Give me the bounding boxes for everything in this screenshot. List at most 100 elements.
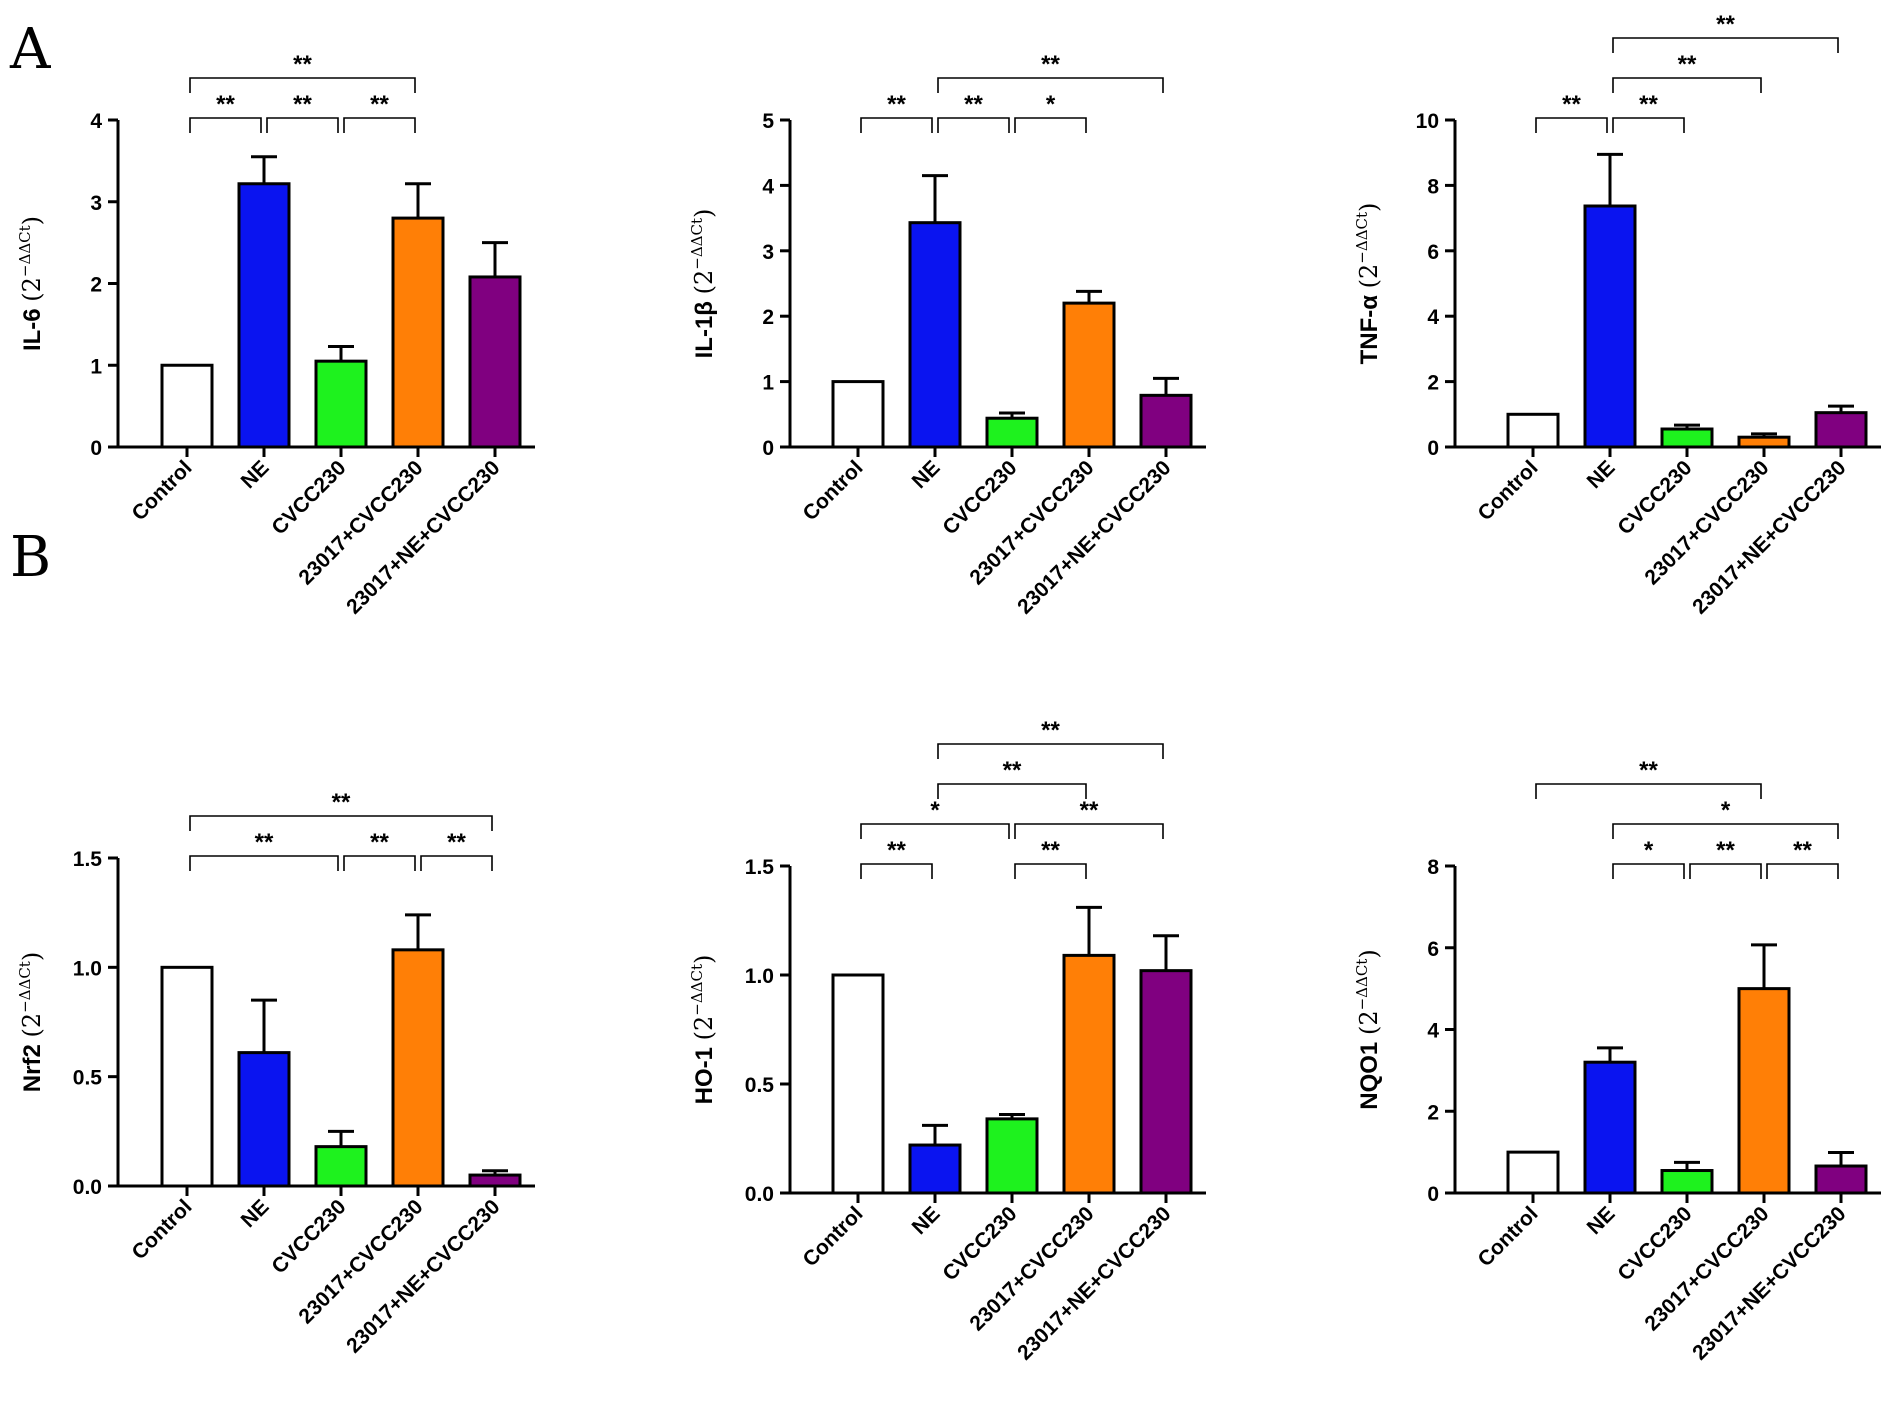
y-axis-label: IL-1β (2−ΔΔCt) [688,209,718,359]
y-tick-label: 0.0 [73,1176,102,1199]
category-label: NE [908,1202,945,1239]
chart-tnf-: 0 2 4 6 8 10 TNF-α (2−ΔΔCt) Control NECVCC230230… [1353,11,1881,619]
significance-bracket [1535,783,1762,799]
significance-label: ** [1041,717,1060,744]
y-tick-label: 1.0 [745,965,774,988]
bar-control [1506,412,1560,449]
significance-bracket [1612,863,1685,879]
significance-label: ** [1003,757,1022,784]
significance-label: ** [887,91,906,118]
significance-bracket [860,823,1010,839]
significance-label: ** [964,91,983,118]
y-tick-label: 3 [762,241,774,264]
y-tick-label: 8 [1427,175,1439,198]
significance-label: ** [370,829,389,856]
bar-cvcc230 [985,416,1039,449]
significance-bracket [189,855,339,871]
bar-23017-cvcc230 [1062,301,1116,449]
significance-bracket [1612,117,1685,133]
chart-il-6: 0 1 2 3 4 IL-6 (2−ΔΔCt) Control NECVCC23023017+… [16,51,535,619]
y-tick-label: 0.5 [73,1067,103,1090]
y-tick-label: 0 [90,437,102,460]
y-tick-label: 2 [762,306,774,329]
significance-bracket [1535,117,1608,133]
significance-label: * [1644,837,1654,864]
significance-bracket [1014,823,1164,839]
chart-nrf2: 0.0 0.5 1.0 1.5 Nrf2 (2−ΔΔCt) Control NECVCC23… [16,789,535,1358]
y-tick-label: 1.5 [745,856,775,879]
category-label: CVCC230 [1613,1202,1696,1285]
significance-label: ** [1041,51,1060,78]
y-axis-label: HO-1 (2−ΔΔCt) [688,955,718,1105]
significance-bracket [1014,117,1087,133]
category-label: Control [1473,456,1542,525]
y-tick-label: 2 [1427,1101,1439,1124]
bar-control [1506,1150,1560,1195]
bar-23017-ne-cvcc230 [1814,1164,1868,1195]
y-tick-label: 10 [1416,110,1439,133]
y-tick-label: 4 [1427,1020,1439,1043]
y-tick-label: 0 [762,437,774,460]
significance-label: ** [447,829,466,856]
bar-23017-cvcc230 [1737,435,1791,449]
bar-cvcc230 [314,1145,368,1188]
bar-23017-ne-cvcc230 [1139,969,1193,1195]
significance-label: ** [370,91,389,118]
bar-control [831,973,885,1195]
y-tick-label: 1.0 [73,957,102,980]
panel-label-b: B [10,525,52,590]
y-tick-label: 3 [90,192,102,215]
bar-cvcc230 [314,359,368,449]
bar-23017-ne-cvcc230 [468,1173,522,1188]
category-label: CVCC230 [938,456,1021,539]
y-tick-label: 2 [90,274,102,297]
significance-label: ** [1639,91,1658,118]
category-label: CVCC230 [1613,456,1696,539]
category-label: 23017+NE+CVCC230 [1013,456,1175,618]
y-tick-label: 4 [1427,306,1439,329]
bar-control [831,380,885,449]
category-label: 23017+NE+CVCC230 [1688,456,1850,618]
y-tick-label: 2 [1427,372,1439,395]
significance-label: ** [1716,837,1735,864]
panel-label-a: A [10,17,51,82]
bar-control [160,965,214,1188]
y-axis-label: Nrf2 (2−ΔΔCt) [16,952,46,1092]
bar-23017-ne-cvcc230 [1139,393,1193,449]
significance-bracket [860,117,933,133]
category-label: CVCC230 [267,456,350,539]
significance-bracket [937,783,1087,799]
category-label: Control [127,1195,196,1264]
category-label: Control [798,456,867,525]
y-tick-label: 0.0 [745,1183,774,1206]
y-tick-label: 4 [762,175,774,198]
significance-label: ** [887,837,906,864]
y-tick-label: 0 [1427,437,1439,460]
bar-23017-cvcc230 [391,948,445,1188]
chart-nqo1: 0 2 4 6 8 NQO1 (2−ΔΔCt) Control NECVCC23023017+… [1353,757,1881,1365]
significance-bracket [189,117,262,133]
chart-il-1-: 0 1 2 3 4 5 IL-1β (2−ΔΔCt) Control NECVCC2302301… [688,51,1206,619]
y-tick-label: 0 [1427,1183,1439,1206]
bar-ne [1583,204,1637,449]
significance-label: * [930,797,940,824]
y-axis-label: IL-6 (2−ΔΔCt) [16,216,46,351]
category-label: NE [1583,456,1620,493]
significance-label: ** [1716,11,1735,38]
category-label: NE [237,456,274,493]
significance-bracket [1766,863,1839,879]
significance-label: ** [293,51,312,78]
category-label: NE [908,456,945,493]
significance-bracket [937,117,1010,133]
significance-bracket [343,117,416,133]
bar-cvcc230 [1660,1169,1714,1195]
significance-label: ** [1041,837,1060,864]
bar-23017-cvcc230 [1737,987,1791,1195]
y-tick-label: 6 [1427,241,1439,264]
significance-bracket [420,855,493,871]
significance-bracket [1014,863,1087,879]
category-label: Control [798,1202,867,1271]
y-axis-label: NQO1 (2−ΔΔCt) [1353,949,1383,1109]
category-label: CVCC230 [267,1195,350,1278]
